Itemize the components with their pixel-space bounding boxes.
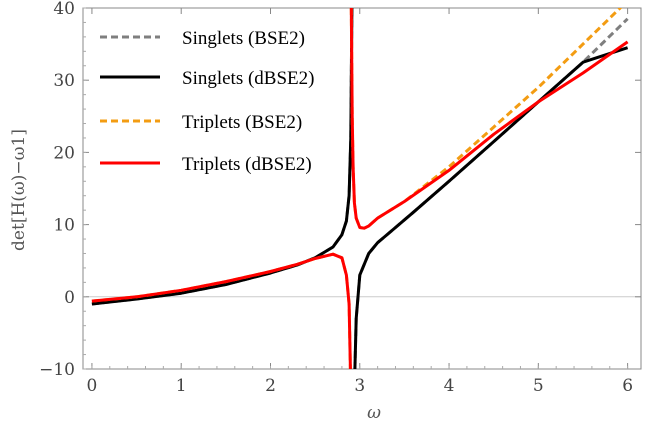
x-tick-label: 4 (444, 376, 455, 396)
legend-label-singlets-bse2: Singlets (BSE2) (182, 28, 305, 49)
y-tick-label: 0 (64, 288, 75, 308)
legend-label-triplets-dbse2: Triplets (dBSE2) (182, 154, 312, 175)
y-tick-label: 30 (53, 71, 75, 91)
x-tick-label: 3 (354, 376, 365, 396)
y-tick-label: 40 (53, 0, 75, 19)
legend: Singlets (BSE2) Singlets (dBSE2) Triplet… (100, 28, 314, 175)
series-line-3 (91, 8, 629, 369)
series-line-1 (91, 8, 629, 369)
y-axis-label: det[H(ω)−ω1] (9, 129, 29, 251)
plot-frame (82, 7, 642, 370)
y-tick-label: 20 (53, 143, 75, 163)
y-tick-label: −10 (39, 360, 75, 380)
x-tick-label: 2 (265, 376, 276, 396)
x-axis-label: ω (367, 403, 381, 423)
x-tick-label: 1 (176, 376, 187, 396)
x-tick-label: 0 (87, 376, 98, 396)
x-tick-label: 5 (533, 376, 544, 396)
legend-label-singlets-dbse2: Singlets (dBSE2) (182, 68, 314, 89)
x-tick-label: 6 (622, 376, 633, 396)
y-tick-label: 10 (53, 216, 75, 236)
series-line-0 (91, 8, 629, 369)
series-line-2 (91, 8, 623, 369)
legend-label-triplets-bse2: Triplets (BSE2) (182, 112, 302, 133)
